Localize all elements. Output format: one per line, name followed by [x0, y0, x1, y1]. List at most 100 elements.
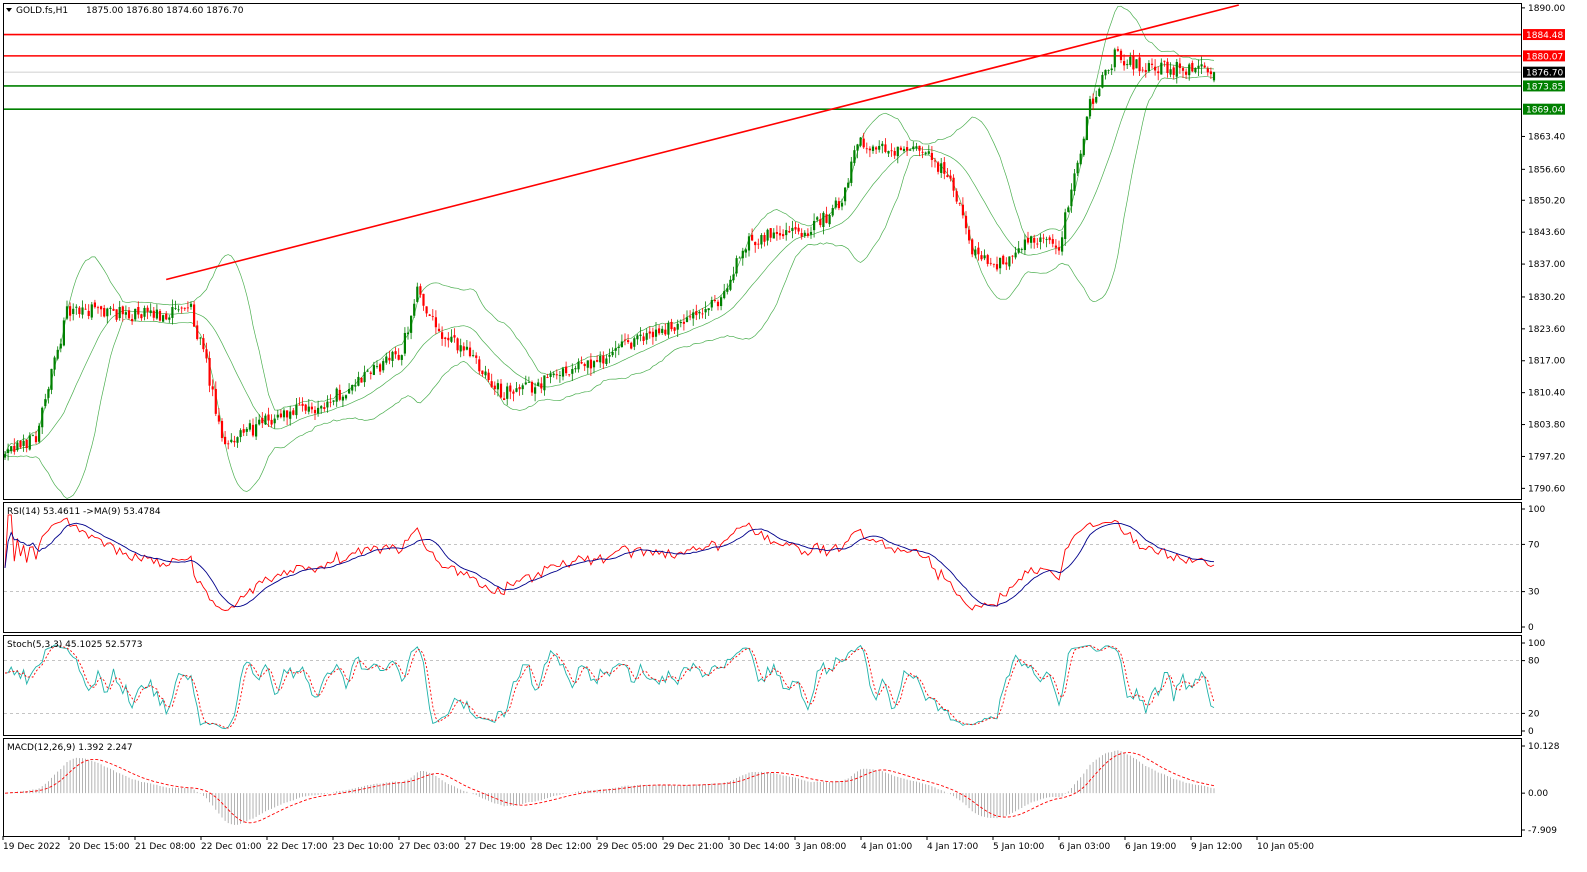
candle	[1048, 235, 1051, 245]
price-pane[interactable]	[3, 3, 1522, 500]
candle	[53, 355, 56, 377]
candle	[165, 311, 168, 321]
macd-pane[interactable]	[3, 738, 1522, 837]
candle	[196, 320, 199, 341]
candle	[943, 157, 946, 180]
candle	[69, 302, 72, 322]
rsi-pane[interactable]	[3, 502, 1522, 633]
horizontal-levels[interactable]	[4, 33, 1521, 110]
candle	[791, 220, 794, 239]
candle	[307, 399, 310, 415]
bollinger-middle	[4, 64, 1215, 455]
rsi-tick-label: 30	[1528, 588, 1540, 598]
trendline-layer[interactable]	[166, 4, 1239, 281]
candle	[162, 314, 165, 323]
candle	[1157, 66, 1160, 81]
candle	[81, 300, 84, 319]
candle	[270, 414, 273, 428]
time-tick-label: 19 Dec 2022	[3, 842, 61, 852]
candle	[986, 253, 989, 267]
candle	[1011, 255, 1014, 264]
candle	[995, 256, 999, 272]
stochastic-tick-label: 80	[1528, 657, 1540, 667]
dropdown-triangle-icon[interactable]	[6, 8, 12, 12]
time-tick-label: 27 Dec 19:00	[465, 842, 526, 852]
candle	[1067, 205, 1070, 213]
candle	[1057, 240, 1061, 255]
candle	[413, 299, 416, 318]
candle	[828, 213, 831, 228]
candle	[1079, 150, 1082, 166]
candle	[96, 305, 100, 314]
candle	[1203, 62, 1206, 69]
rsi-tick-label: 100	[1528, 505, 1545, 515]
candle	[999, 257, 1002, 275]
candle	[134, 308, 137, 322]
trendline[interactable]	[166, 4, 1239, 281]
candle	[1169, 62, 1172, 78]
stochastic-pane[interactable]	[3, 635, 1522, 736]
price-tick-label: 1837.00	[1528, 260, 1565, 270]
candle	[1045, 236, 1048, 248]
candle	[757, 238, 760, 250]
candle	[211, 379, 214, 397]
axis-labels: 1890.00 1863.40 1856.60 1850.20 1843.60 1837.…	[2, 4, 1565, 852]
candle	[509, 382, 512, 400]
candle	[534, 382, 537, 402]
candle	[806, 228, 809, 238]
candle	[689, 310, 692, 321]
candle	[707, 308, 710, 316]
price-label-box: 1876.70	[1523, 66, 1565, 79]
candle	[788, 225, 791, 234]
candle	[382, 358, 385, 373]
candle	[220, 418, 224, 442]
candle	[1129, 52, 1132, 67]
candle	[921, 146, 924, 159]
candle	[1008, 256, 1011, 270]
candle	[1005, 257, 1008, 271]
candle	[437, 323, 441, 332]
candle	[251, 418, 255, 438]
candle	[797, 223, 800, 235]
candle	[741, 247, 744, 266]
candle	[1098, 87, 1101, 97]
candle	[772, 228, 775, 239]
candles	[4, 46, 1216, 461]
candle	[633, 336, 636, 351]
candle	[676, 319, 679, 338]
candle	[100, 305, 103, 317]
candle	[189, 301, 193, 310]
candle	[602, 351, 605, 370]
candle	[1200, 56, 1203, 75]
candle	[121, 305, 124, 322]
candle	[769, 228, 772, 243]
price-label-text: 1880.07	[1526, 52, 1563, 62]
candle	[1123, 54, 1126, 71]
candle	[1116, 46, 1119, 52]
candle	[906, 140, 909, 157]
candle	[44, 393, 47, 409]
price-label-box: 1869.04	[1523, 103, 1565, 116]
candle	[909, 148, 912, 151]
candle	[31, 434, 34, 437]
candle	[1036, 237, 1039, 248]
candle	[813, 213, 816, 238]
candle	[41, 406, 44, 434]
candle	[949, 169, 952, 182]
candle	[84, 303, 87, 310]
candle	[1076, 160, 1079, 177]
candle	[933, 157, 937, 168]
candle	[713, 294, 716, 303]
candle	[137, 301, 140, 319]
candle	[366, 368, 369, 373]
candle	[577, 358, 580, 373]
candle	[937, 160, 940, 175]
candle	[561, 366, 565, 381]
candle	[375, 360, 379, 369]
candle	[310, 402, 313, 414]
candle	[183, 307, 186, 311]
candle	[416, 282, 419, 303]
candle	[1181, 66, 1185, 78]
